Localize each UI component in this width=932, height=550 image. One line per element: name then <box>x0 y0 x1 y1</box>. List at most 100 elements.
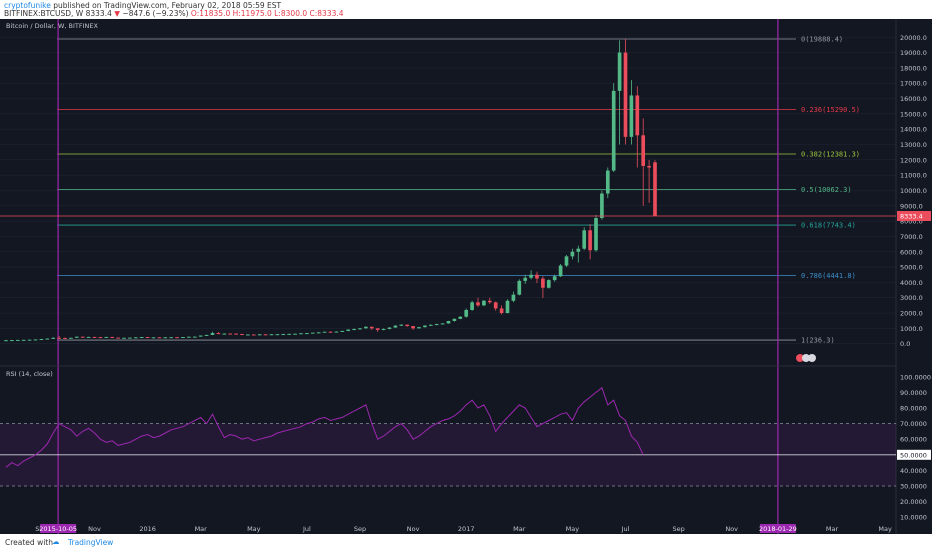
candle <box>546 279 551 289</box>
date-tick-label: Mar <box>195 525 208 533</box>
price-change: −847.6 (−9.23%) <box>122 9 189 18</box>
candle <box>322 331 327 333</box>
rsi-tick-label: 60.0000 <box>900 436 927 444</box>
candle <box>452 318 457 322</box>
candle <box>92 336 97 338</box>
candle <box>517 279 522 296</box>
candle <box>63 337 67 340</box>
date-tick-label: May <box>878 525 892 533</box>
candle <box>381 328 386 331</box>
rsi-tick-label: 40.0000 <box>900 467 927 475</box>
candle <box>346 329 351 332</box>
rsi-current-label: 50.0000 <box>900 451 927 459</box>
candle <box>334 331 339 333</box>
ohlc-values: O:11835.0 H:11975.0 L:8300.0 C:8333.4 <box>190 9 344 18</box>
price-tick-label: 0.0 <box>900 340 910 348</box>
date-marker-badge[interactable] <box>759 524 796 533</box>
candle <box>122 337 126 339</box>
tradingview-brand[interactable]: TradingView <box>68 538 114 547</box>
candle <box>611 83 616 173</box>
alert-icons[interactable] <box>796 354 816 362</box>
candle <box>192 336 197 338</box>
candle <box>133 337 138 339</box>
footer: Created with ☁ TradingView <box>0 534 932 550</box>
price-tick-label: 10000.0 <box>900 187 927 195</box>
date-marker-label: 2015-10-05 <box>39 525 77 533</box>
rsi-line <box>5 386 644 468</box>
candle <box>257 334 262 336</box>
candle <box>417 326 421 329</box>
candle <box>275 334 280 336</box>
candle <box>629 80 634 145</box>
candle <box>594 214 598 252</box>
candle <box>564 254 569 268</box>
candlestick-series <box>4 38 657 342</box>
candle <box>145 336 150 339</box>
candle <box>175 337 179 339</box>
event-marker-icon[interactable] <box>802 354 810 362</box>
candle <box>210 331 215 336</box>
author-link[interactable]: cryptofunike <box>4 1 51 10</box>
rsi-current-badge <box>897 449 931 460</box>
vertical-lines[interactable] <box>57 19 779 534</box>
candle <box>458 316 463 320</box>
date-tick-label: Nov <box>88 525 101 533</box>
date-tick-label: Mar <box>826 525 839 533</box>
last-price-label: 8333.4 <box>900 213 923 221</box>
candle <box>21 339 26 341</box>
fib-level-label: 0.618(7743.4) <box>801 222 856 230</box>
candle <box>116 337 120 339</box>
candle <box>287 333 292 335</box>
date-marker-badge[interactable] <box>40 524 77 533</box>
candle <box>340 330 345 332</box>
tradingview-cloud-icon: ☁ <box>52 537 60 546</box>
candle <box>169 337 174 339</box>
price-tick-label: 8000.0 <box>900 218 923 226</box>
event-marker-icon[interactable] <box>808 354 816 362</box>
candle <box>80 336 85 338</box>
candle <box>234 333 238 335</box>
candle <box>352 328 356 331</box>
rsi-tick-label: 90.0000 <box>900 389 927 397</box>
alert-marker-icon[interactable] <box>796 354 804 362</box>
candle <box>511 291 516 303</box>
price-tick-label: 12000.0 <box>900 156 927 164</box>
chart-title: Bitcoin / Dollar, W, BITFINEX <box>6 22 99 30</box>
candle <box>600 190 604 220</box>
candle <box>163 337 168 339</box>
candle <box>27 339 32 341</box>
date-tick-label: May <box>566 525 580 533</box>
candle <box>493 301 498 311</box>
candle <box>535 271 539 284</box>
price-tick-label: 18000.0 <box>900 64 927 72</box>
rsi-label: RSI (14, close) <box>6 370 53 378</box>
candle <box>45 338 50 340</box>
price-axis[interactable]: 0.0 1000.0 2000.0 3000.0 4000.0 5000.0 6000.0 7… <box>0 34 931 348</box>
change-down-icon: ▼ <box>114 9 121 18</box>
candle <box>558 264 563 278</box>
candle <box>411 326 415 330</box>
chart-canvas[interactable]: 0(19888.4)0.236(15290.5)0.382(12381.3)0.… <box>0 19 932 534</box>
price-tick-label: 13000.0 <box>900 141 927 149</box>
candle <box>423 325 427 328</box>
candle <box>393 325 398 328</box>
fibonacci-retracement[interactable]: 0(19888.4) 0.236(15290.5) 0.382(12381.3) 0.… <box>57 35 860 345</box>
quote-line: BITFINEX:BTCUSD, W 8333.4 ▼ −847.6 (−9.2… <box>4 9 344 18</box>
price-tick-label: 17000.0 <box>900 80 927 88</box>
time-axis[interactable]: SepNov2016MarMayJulSepNov2017MarMayJulSe… <box>35 524 892 533</box>
candle <box>187 336 191 338</box>
candle <box>251 334 256 336</box>
chart-header: cryptofunike published on TradingView.co… <box>0 0 932 19</box>
date-tick-label: Sep <box>672 525 684 533</box>
candle <box>51 337 56 339</box>
rsi-pane: 10.0000 20.0000 30.0000 40.0000 50.0000 60.00… <box>0 373 931 522</box>
candle <box>617 40 622 145</box>
candle <box>222 333 227 335</box>
date-tick-label: Mar <box>513 525 526 533</box>
created-with-label: Created with <box>5 538 53 547</box>
date-tick-label: Sep <box>354 525 366 533</box>
candle <box>623 38 628 145</box>
candle <box>570 248 575 260</box>
rsi-tick-label: 10.0000 <box>900 514 927 522</box>
candle <box>240 333 244 336</box>
